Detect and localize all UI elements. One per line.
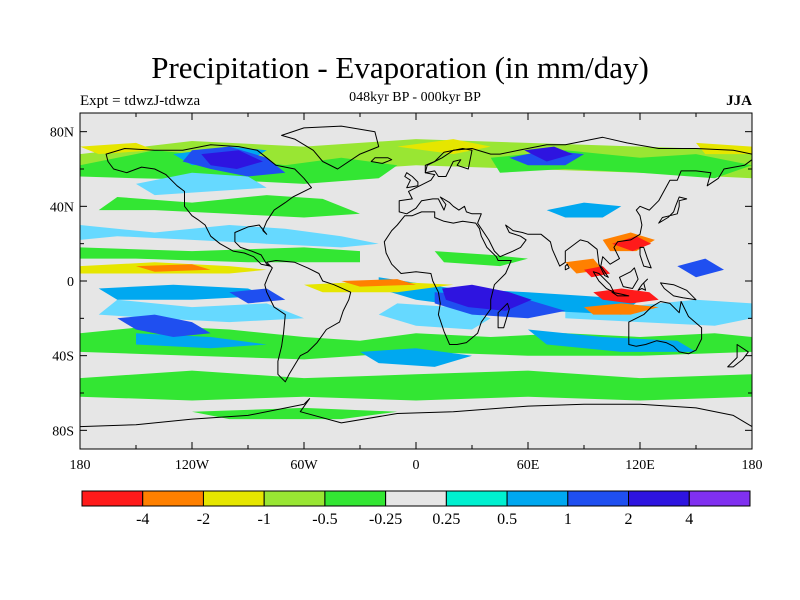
colorbar-swatch [81,490,144,507]
coastline-antarctica [80,398,752,449]
field-region-3-5 [546,202,622,218]
field-region-3-4 [360,348,472,367]
coastline-south-america [264,260,352,383]
field-region-3-0 [98,284,267,300]
colorbar-label: -0.25 [369,511,402,528]
coastline-layer [80,125,752,449]
field-region-5-2 [524,146,573,162]
colorbar-swatch [688,490,751,507]
coastline-borneo [619,267,639,289]
field-region-7-2 [584,303,659,315]
field-region-7-1 [341,279,416,287]
colorbar-swatch [263,490,326,507]
field-region-7-0 [136,264,211,272]
field-region-6-2 [80,142,155,155]
field-region-3-3 [528,329,696,352]
chart-subtitle: 048kyr BP - 000kyr BP [349,90,481,105]
coastline-great-britain [404,172,419,189]
field-region-2-3 [136,172,267,196]
coastline-java [611,291,630,297]
coastline-new-zealand [727,344,749,368]
colorbar-swatch [445,490,508,507]
coastline-new-guinea [660,282,697,301]
coastline-australia [628,301,703,355]
field-region-1-7 [434,251,528,267]
coastline-sulawesi [637,278,648,291]
field-region-4-5 [677,258,724,278]
field-region-2-4 [565,299,752,326]
coastline-north-america [105,144,312,267]
y-axis: 80N 40N 0 40S 80S [50,126,752,439]
coastline-japan [658,196,688,224]
y-tick-label: 40S [52,350,74,365]
x-axis: 180 120W 60W 0 60E 120E 180 [70,113,763,473]
coastline-iceland [370,157,393,164]
field-region-4-4 [229,288,286,304]
colorbar-swatch [324,490,387,507]
colorbar-label: -0.5 [312,511,337,528]
field-region-6-4 [397,139,491,155]
colorbar-swatch [202,490,265,507]
colorbar-swatch [506,490,569,507]
field-region-1-2 [98,195,360,218]
colorbar-swatch [385,490,447,507]
colorbar-label: -4 [136,511,149,528]
chart-title: Precipitation - Evaporation (in mm/day) [151,50,649,85]
coastline-scandinavia [424,148,473,177]
season-label: JJA [726,93,752,109]
field-layer [80,139,752,420]
y-tick-label: 40N [50,200,74,215]
colorbar-label: 1 [564,511,572,528]
y-tick-label: 80N [50,126,74,141]
field-region-1-3 [80,247,360,263]
coastline-sri-lanka [564,263,570,271]
field-region-5-1 [201,150,263,169]
colorbar-swatch [628,490,690,507]
coastline-greenland [281,125,380,170]
y-tick-label: 0 [67,275,74,290]
x-tick-label: 180 [742,458,763,473]
colorbar-label: 4 [685,511,693,528]
colorbar-label: -1 [258,511,271,528]
colorbar-swatch [142,490,204,507]
coastline-madagascar [497,302,510,329]
coastline-eurasia [398,136,752,278]
field-region-2-0 [80,225,379,248]
field-region-4-2 [117,314,211,337]
x-tick-label: 120W [175,458,210,473]
field-region-1-5 [80,370,752,401]
field-region-3-1 [136,333,267,349]
x-tick-label: 0 [413,458,420,473]
field-region-6-1 [304,281,454,293]
field-region-1-6 [192,407,398,420]
x-tick-label: 60E [517,458,540,473]
field-region-5-0 [442,284,532,311]
coastline-philippines [639,246,652,269]
colorbar-label: 0.5 [497,511,517,528]
colorbar-label: 0.25 [432,511,460,528]
x-tick-label: 60W [290,458,318,473]
colorbar-swatch [567,490,630,507]
x-tick-label: 120E [625,458,655,473]
field-region-1-4 [80,325,752,360]
x-tick-label: 180 [70,458,91,473]
experiment-label: Expt = tdwzJ-tdwza [80,93,201,109]
colorbar-label: 2 [625,511,633,528]
colorbar: -4 -2 -1 -0.5 -0.25 0.25 0.5 1 2 4 [81,490,751,528]
y-tick-label: 80S [52,424,74,439]
coastline-africa [383,211,512,345]
colorbar-label: -2 [197,511,210,528]
